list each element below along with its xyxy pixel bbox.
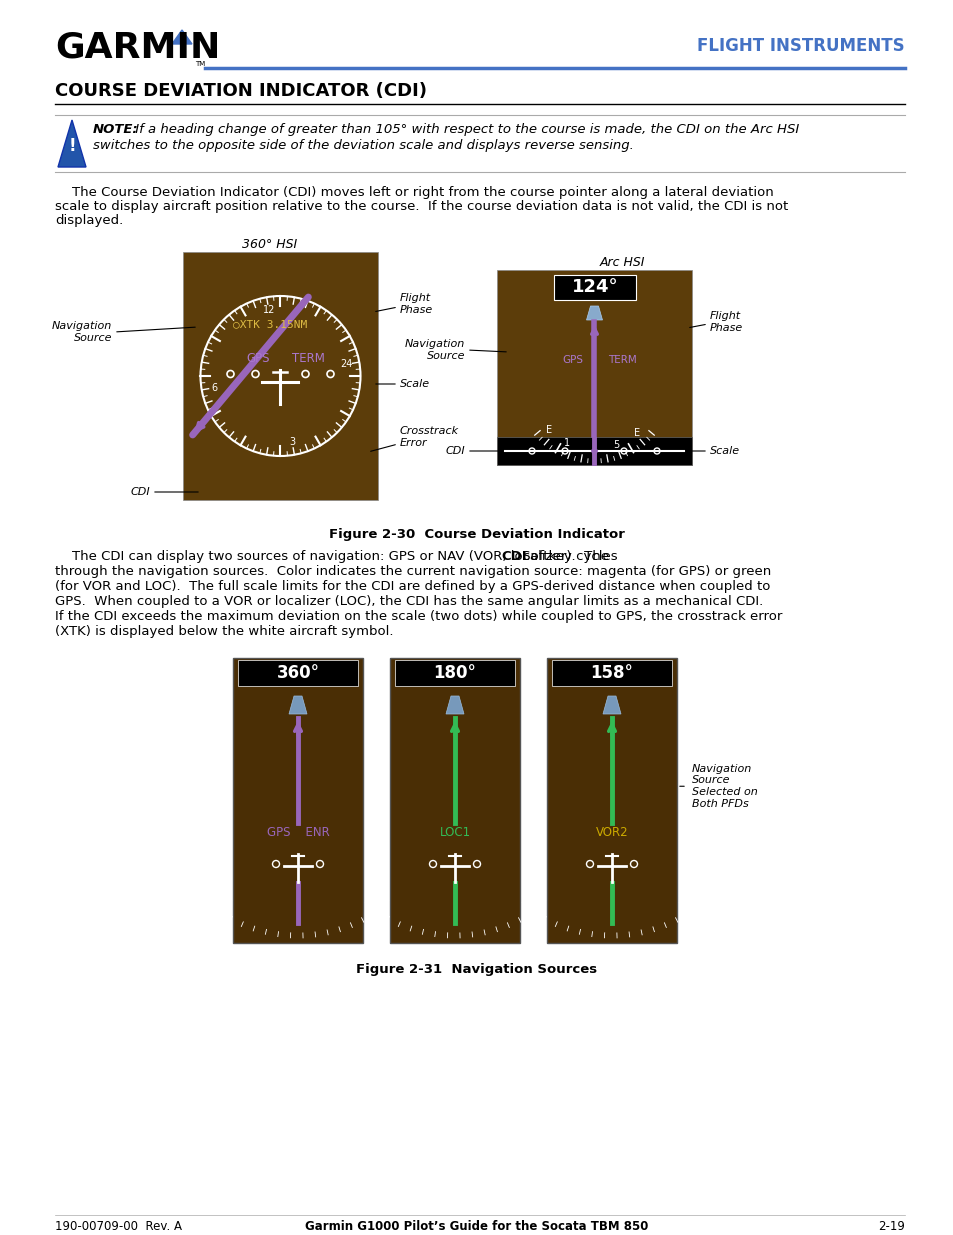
Text: GPS: GPS (247, 352, 270, 364)
Text: GPS.  When coupled to a VOR or localizer (LOC), the CDI has the same angular lim: GPS. When coupled to a VOR or localizer … (55, 595, 762, 608)
Polygon shape (602, 697, 620, 714)
Text: Navigation
Source
Selected on
Both PFDs: Navigation Source Selected on Both PFDs (691, 764, 757, 809)
Text: The CDI can display two sources of navigation: GPS or NAV (VOR, localizer).  The: The CDI can display two sources of navig… (55, 550, 613, 563)
Text: 2: 2 (520, 894, 527, 904)
Text: 2: 2 (363, 894, 371, 904)
Text: GPS: GPS (561, 354, 582, 366)
Polygon shape (446, 697, 463, 714)
Text: 180°: 180° (433, 664, 476, 682)
Bar (497, 270, 691, 466)
Text: Softkey cycles: Softkey cycles (517, 550, 617, 563)
Text: 3: 3 (225, 894, 233, 904)
Text: NOTE:: NOTE: (92, 124, 138, 136)
Text: !: ! (68, 137, 75, 154)
Bar (546, 658, 677, 944)
Text: 12: 12 (262, 305, 274, 315)
Text: VOR2: VOR2 (595, 826, 628, 840)
Polygon shape (586, 306, 602, 320)
Text: Figure 2-31  Navigation Sources: Figure 2-31 Navigation Sources (356, 963, 597, 976)
Text: Scale: Scale (709, 446, 740, 456)
Text: FLIGHT INSTRUMENTS: FLIGHT INSTRUMENTS (697, 37, 904, 56)
Polygon shape (289, 697, 307, 714)
Bar (395, 659, 515, 685)
Text: 6: 6 (212, 383, 217, 393)
Polygon shape (58, 120, 86, 167)
Text: Arc HSI: Arc HSI (598, 256, 644, 269)
Text: 190-00709-00  Rev. A: 190-00709-00 Rev. A (55, 1220, 182, 1233)
Text: (XTK) is displayed below the white aircraft symbol.: (XTK) is displayed below the white aircr… (55, 625, 393, 638)
Text: E: E (546, 425, 552, 435)
Text: 3: 3 (382, 894, 389, 904)
Text: 360°: 360° (276, 664, 319, 682)
Text: 158°: 158° (590, 664, 633, 682)
Text: Figure 2-30  Course Deviation Indicator: Figure 2-30 Course Deviation Indicator (329, 529, 624, 541)
Text: GARMIN: GARMIN (55, 31, 220, 65)
Text: Navigation
Source: Navigation Source (51, 321, 112, 343)
Text: Navigation
Source: Navigation Source (404, 340, 464, 361)
Text: 2-19: 2-19 (877, 1220, 904, 1233)
Bar (497, 437, 691, 466)
Text: scale to display aircraft position relative to the course.  If the course deviat: scale to display aircraft position relat… (55, 200, 787, 212)
Text: The Course Deviation Indicator (CDI) moves left or right from the course pointer: The Course Deviation Indicator (CDI) mov… (55, 186, 773, 199)
Bar (237, 659, 357, 685)
Text: Flight
Phase: Flight Phase (709, 311, 742, 332)
Text: 1: 1 (564, 438, 570, 448)
Text: CDI: CDI (500, 550, 526, 563)
Text: switches to the opposite side of the deviation scale and displays reverse sensin: switches to the opposite side of the dev… (92, 140, 633, 152)
Text: 2: 2 (677, 894, 684, 904)
Text: If a heading change of greater than 105° with respect to the course is made, the: If a heading change of greater than 105°… (131, 124, 799, 136)
Bar (233, 658, 363, 944)
Bar (390, 658, 519, 944)
Text: CDI: CDI (445, 446, 464, 456)
Text: 3: 3 (538, 894, 546, 904)
Text: (for VOR and LOC).  The full scale limits for the CDI are defined by a GPS-deriv: (for VOR and LOC). The full scale limits… (55, 580, 770, 593)
Text: If the CDI exceeds the maximum deviation on the scale (two dots) while coupled t: If the CDI exceeds the maximum deviation… (55, 610, 781, 622)
Text: ○XTK 3.15NM: ○XTK 3.15NM (233, 319, 307, 329)
Text: GPS    ENR: GPS ENR (266, 826, 329, 840)
Text: 3: 3 (289, 437, 294, 447)
Bar (554, 275, 636, 300)
Text: 24: 24 (340, 359, 353, 369)
Text: TERM: TERM (292, 352, 325, 364)
Text: Garmin G1000 Pilot’s Guide for the Socata TBM 850: Garmin G1000 Pilot’s Guide for the Socat… (305, 1220, 648, 1233)
Text: Crosstrack
Error: Crosstrack Error (399, 426, 458, 448)
Text: CDI: CDI (131, 487, 150, 496)
Bar (183, 252, 377, 500)
Text: Scale: Scale (399, 379, 430, 389)
Bar (552, 659, 671, 685)
Text: COURSE DEVIATION INDICATOR (CDI): COURSE DEVIATION INDICATOR (CDI) (55, 82, 427, 100)
Text: TERM: TERM (607, 354, 637, 366)
Text: 360° HSI: 360° HSI (242, 238, 297, 251)
Text: displayed.: displayed. (55, 214, 123, 227)
Text: 5: 5 (613, 440, 618, 450)
Text: LOC1: LOC1 (439, 826, 470, 840)
Text: E: E (634, 427, 639, 437)
Text: TM: TM (194, 61, 205, 67)
Polygon shape (172, 30, 192, 44)
Text: Flight
Phase: Flight Phase (399, 293, 433, 315)
Text: 124°: 124° (571, 279, 618, 296)
Text: through the navigation sources.  Color indicates the current navigation source: : through the navigation sources. Color in… (55, 564, 770, 578)
